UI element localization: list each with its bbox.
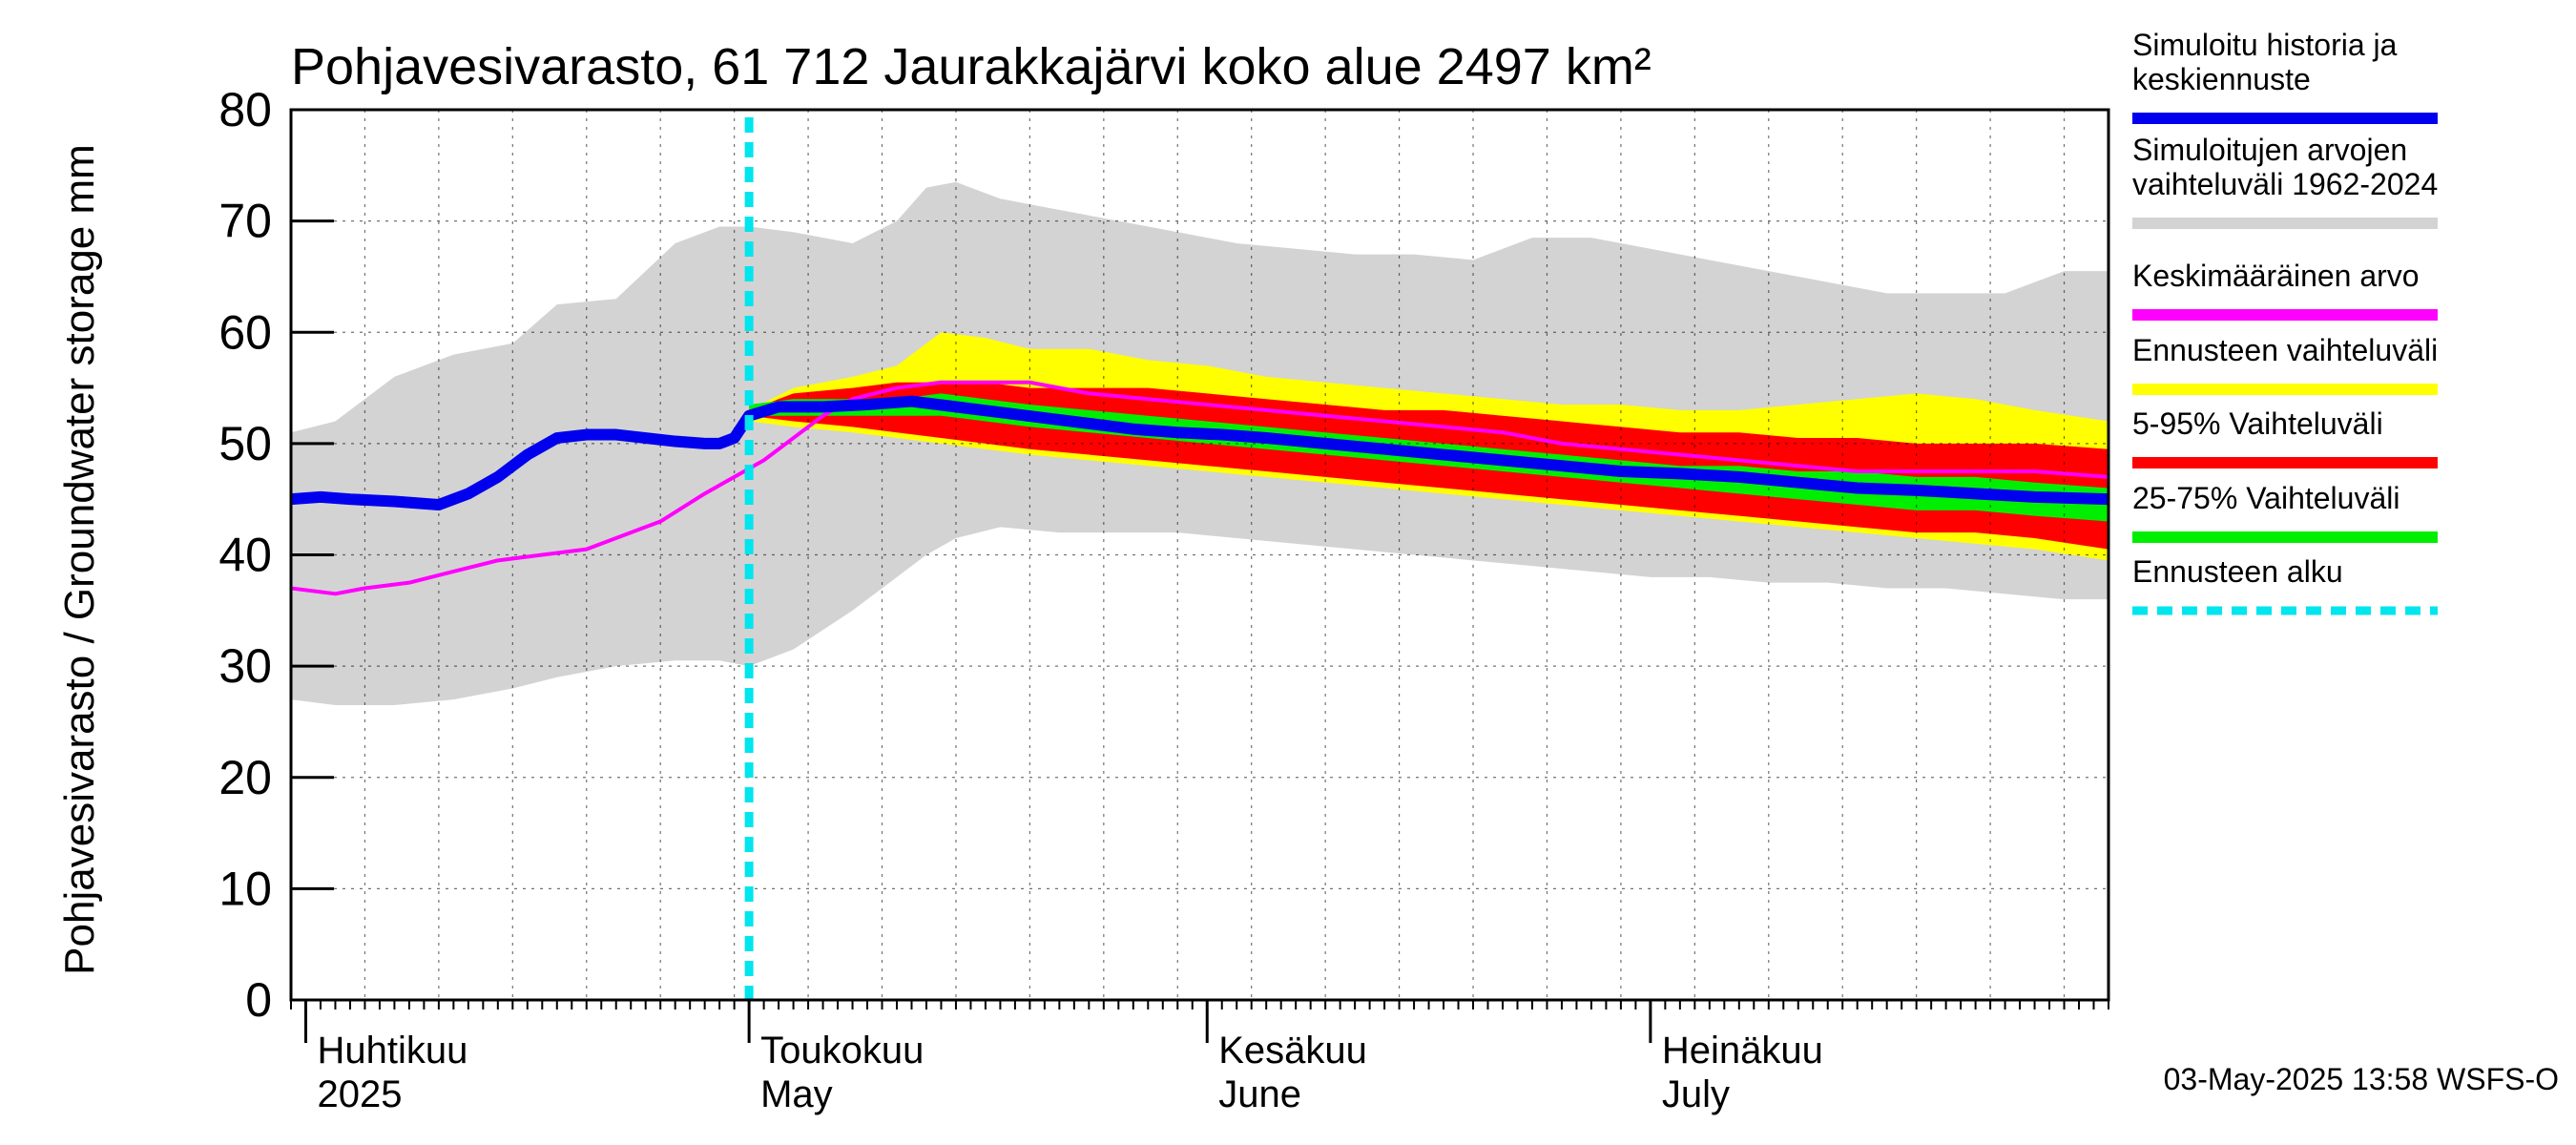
- simulated-line: [291, 395, 2109, 511]
- y-tick-label: 30: [218, 639, 272, 693]
- y-tick-label: 80: [218, 83, 272, 136]
- mean-line: [291, 380, 2109, 596]
- legend-label: Simuloitu historia ja: [2132, 28, 2398, 62]
- legend-label: 5-95% Vaihteluväli: [2132, 406, 2383, 441]
- legend-label: 25-75% Vaihteluväli: [2132, 481, 2399, 515]
- legend-label: Ennusteen vaihteluväli: [2132, 333, 2438, 367]
- y-tick-label: 10: [218, 862, 272, 915]
- y-tick-label: 60: [218, 305, 272, 359]
- x-month-label: Kesäkuu: [1218, 1030, 1367, 1072]
- legend-label: Simuloitujen arvojen: [2132, 133, 2407, 167]
- y-tick-label: 20: [218, 751, 272, 804]
- x-month-sublabel: May: [760, 1073, 833, 1115]
- y-tick-label: 40: [218, 529, 272, 582]
- x-month-label: Heinäkuu: [1662, 1030, 1823, 1072]
- legend-label: keskiennuste: [2132, 62, 2311, 96]
- y-tick-labels: 0 10 20 30 40 50 60 70 80: [218, 83, 272, 1027]
- x-month-label: Huhtikuu: [317, 1030, 467, 1072]
- x-month-sublabel: June: [1218, 1073, 1301, 1115]
- x-month-sublabel: 2025: [317, 1073, 402, 1115]
- chart-title: Pohjavesivarasto, 61 712 Jaurakkajärvi k…: [291, 38, 1652, 95]
- timestamp-footer: 03-May-2025 13:58 WSFS-O: [2164, 1062, 2559, 1096]
- y-axis-label: Pohjavesivarasto / Groundwater storage m…: [56, 144, 103, 975]
- lines-layer: [291, 117, 2109, 1000]
- x-month-sublabel: July: [1662, 1073, 1730, 1115]
- y-tick-label: 0: [245, 973, 272, 1027]
- legend-label: Ennusteen alku: [2132, 554, 2343, 589]
- y-tick-label: 70: [218, 195, 272, 248]
- y-tick-label: 50: [218, 417, 272, 470]
- legend-label: vaihteluväli 1962-2024: [2132, 167, 2438, 201]
- x-month-label: Toukokuu: [760, 1030, 924, 1072]
- legend-label: Keskimääräinen arvo: [2132, 259, 2420, 293]
- axes-layer: [289, 108, 2110, 1043]
